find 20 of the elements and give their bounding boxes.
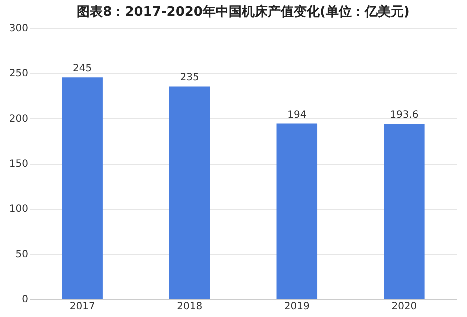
data-label: 194 bbox=[288, 110, 307, 121]
y-tick-label: 0 bbox=[22, 294, 28, 306]
data-label: 193.6 bbox=[390, 110, 419, 122]
x-tick-label: 2020 bbox=[392, 302, 418, 312]
bar bbox=[62, 78, 103, 299]
y-tick-label: 50 bbox=[16, 249, 28, 260]
data-label: 245 bbox=[73, 64, 92, 75]
bar bbox=[276, 124, 318, 299]
y-tick-label: 300 bbox=[9, 24, 28, 34]
y-tick-label: 150 bbox=[9, 159, 28, 170]
x-tick-label: 2017 bbox=[70, 302, 96, 312]
bar bbox=[169, 86, 210, 299]
bar bbox=[384, 124, 425, 299]
y-tick-label: 250 bbox=[9, 68, 28, 80]
chart-title: 图表8：2017-2020年中国机床产值变化(单位：亿美元) bbox=[77, 4, 410, 20]
x-tick-label: 2018 bbox=[177, 302, 203, 312]
y-tick-label: 100 bbox=[9, 204, 28, 216]
x-tick-label: 2019 bbox=[284, 302, 310, 312]
data-label: 235 bbox=[180, 72, 200, 84]
y-tick-label: 200 bbox=[9, 114, 28, 125]
